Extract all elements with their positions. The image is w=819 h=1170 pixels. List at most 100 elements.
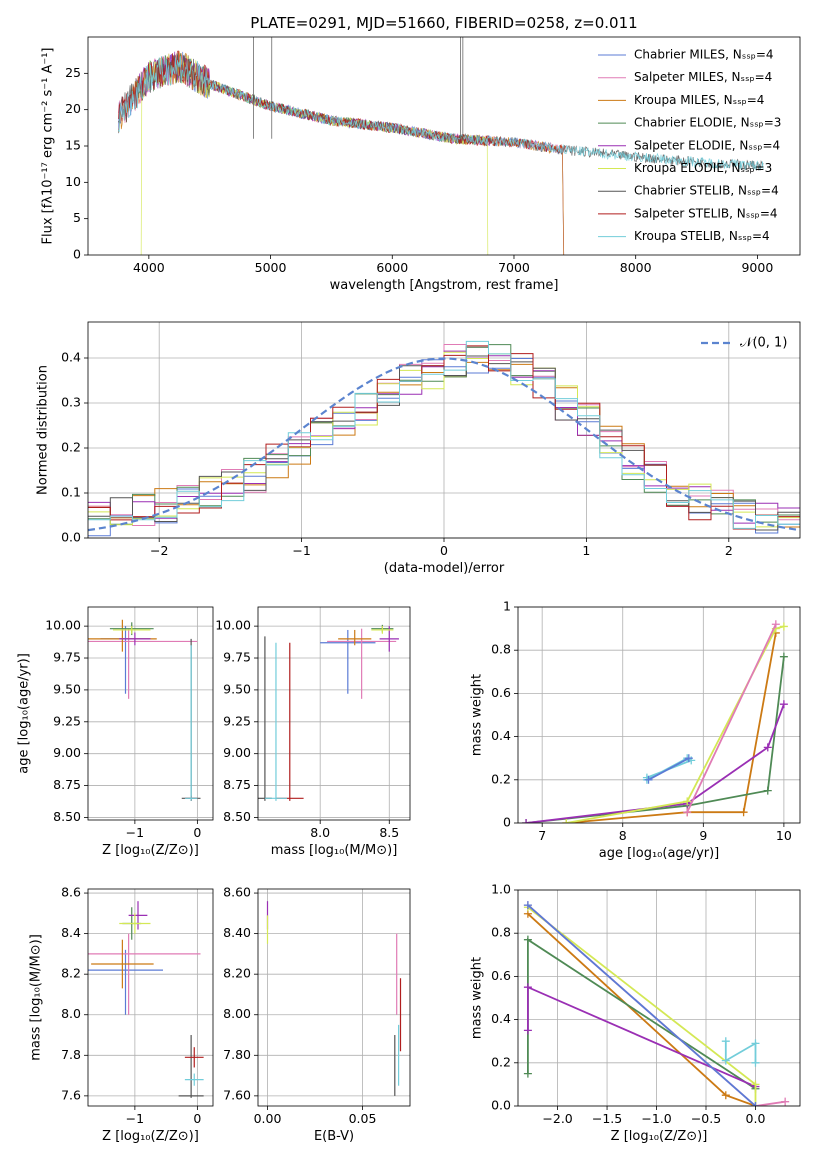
marker bbox=[763, 743, 772, 752]
y-tick-label: 9.25 bbox=[223, 713, 251, 728]
plot-frame bbox=[517, 606, 801, 824]
y-axis-label: mass [log₁₀(M/M⊙)] bbox=[29, 934, 44, 1061]
y-tick-label: 0 bbox=[73, 247, 81, 262]
y-tick-label: 0.0 bbox=[61, 530, 81, 545]
panel-7: 0.00 0.05 7.60 7.80 8.00 8.20 8.40 8.60 E(B-V) bbox=[223, 885, 411, 1144]
y-tick-label: 8.60 bbox=[223, 885, 251, 900]
marker bbox=[644, 775, 653, 784]
y-tick-label: 0.8 bbox=[491, 925, 511, 940]
plot-area bbox=[88, 619, 201, 801]
panel-5: 7 8 9 10 0 0.2 0.4 0.6 0.8 1 age [log₁₀(age/yr)] ma… bbox=[470, 599, 801, 861]
legend-label: Chabrier ELODIE, Nₛₛₚ=3 bbox=[634, 116, 781, 130]
x-tick-label: 1 bbox=[582, 543, 590, 558]
mass-weight-line bbox=[648, 757, 690, 781]
legend-label: 𝒩(0, 1) bbox=[740, 336, 787, 351]
marker bbox=[721, 1056, 730, 1065]
y-tick-label: 0.6 bbox=[491, 685, 511, 700]
x-tick-label: 8.0 bbox=[310, 825, 330, 840]
y-tick-label: 8.2 bbox=[61, 966, 81, 981]
grid bbox=[518, 606, 800, 824]
mass-weight-line bbox=[527, 985, 756, 1088]
plot-frame bbox=[87, 321, 801, 539]
plot-area bbox=[88, 901, 204, 1098]
histogram-step bbox=[88, 345, 800, 530]
mass-weight-line bbox=[527, 913, 756, 1106]
marker bbox=[751, 1058, 760, 1067]
x-tick-label: 8000 bbox=[620, 260, 652, 275]
x-tick-label: −1 bbox=[126, 1111, 144, 1126]
y-tick-label: 5 bbox=[73, 210, 81, 225]
panel-8: −2.0 −1.5 −1.0 −0.5 0.0 0.0 0.2 0.4 0.6 0.8 1.0 Z [… bbox=[470, 882, 801, 1144]
y-tick-label: 0.4 bbox=[491, 728, 511, 743]
plot-frame bbox=[517, 889, 801, 1107]
x-tick-label: −1 bbox=[126, 825, 144, 840]
x-tick-label: 10 bbox=[776, 828, 792, 843]
marker bbox=[683, 797, 692, 806]
legend-label: Salpeter STELIB, Nₛₛₚ=4 bbox=[634, 206, 778, 220]
mass-weight-line bbox=[527, 904, 757, 1106]
legend-label: Kroupa MILES, Nₛₛₚ=4 bbox=[634, 93, 764, 107]
marker bbox=[779, 700, 788, 709]
grid bbox=[258, 889, 410, 1106]
y-tick-label: 0.2 bbox=[491, 771, 511, 786]
x-axis-label: wavelength [Angstrom, rest frame] bbox=[330, 278, 559, 293]
mass-weight-line bbox=[527, 938, 756, 1090]
y-axis-label: age [log₁₀(age/yr)] bbox=[17, 653, 32, 774]
y-tick-label: 0.3 bbox=[61, 395, 81, 410]
marker bbox=[523, 1069, 532, 1078]
x-tick-label: 0 bbox=[440, 543, 448, 558]
plot-area bbox=[118, 37, 764, 255]
marker bbox=[751, 1080, 760, 1089]
marker bbox=[522, 819, 531, 823]
marker bbox=[779, 622, 788, 631]
y-tick-label: 8.6 bbox=[61, 885, 81, 900]
plot-frame bbox=[257, 888, 411, 1107]
marker bbox=[523, 1026, 532, 1035]
y-tick-label: 10 bbox=[65, 174, 81, 189]
marker bbox=[781, 1097, 790, 1106]
plot-frame bbox=[257, 606, 411, 821]
y-tick-label: 25 bbox=[65, 65, 81, 80]
y-tick-label: 9.75 bbox=[223, 650, 251, 665]
y-axis-label: mass weight bbox=[470, 674, 485, 756]
x-tick-label: 0.0 bbox=[746, 1111, 766, 1126]
panel-2: −2 −1 0 1 2 0.0 0.1 0.2 0.3 0.4 (data-model)/error… bbox=[36, 321, 801, 576]
x-tick-label: −2 bbox=[150, 543, 168, 558]
legend-label: Kroupa ELODIE, Nₛₛₚ=3 bbox=[634, 161, 772, 175]
marker bbox=[683, 808, 692, 817]
x-axis-label: mass [log₁₀(M/M⊙)] bbox=[271, 843, 398, 858]
x-tick-label: −0.5 bbox=[691, 1111, 721, 1126]
x-axis-label: E(B-V) bbox=[314, 1129, 354, 1144]
x-tick-label: 0 bbox=[193, 1111, 201, 1126]
y-tick-label: 1.0 bbox=[491, 882, 511, 897]
y-axis-label: Normed distribution bbox=[36, 365, 51, 495]
panel-6: −1 0 7.6 7.8 8.0 8.2 8.4 8.6 Z [log₁₀(Z/Z⊙)] mass… bbox=[29, 885, 214, 1144]
y-tick-label: 10.00 bbox=[45, 618, 81, 633]
plot-frame bbox=[87, 36, 801, 256]
x-tick-label: 7000 bbox=[498, 260, 530, 275]
y-tick-label: 8.00 bbox=[223, 1006, 251, 1021]
y-tick-label: 1 bbox=[503, 599, 511, 614]
panel-4: 8.0 8.5 8.50 8.75 9.00 9.25 9.50 9.75 10.00 mass … bbox=[215, 606, 411, 858]
plot-area bbox=[258, 624, 399, 801]
grid bbox=[518, 889, 800, 1107]
x-axis-label: Z [log₁₀(Z/Z⊙)] bbox=[611, 1129, 708, 1144]
y-tick-label: 7.8 bbox=[61, 1047, 81, 1062]
marker bbox=[523, 901, 532, 910]
y-tick-label: 9.50 bbox=[223, 681, 251, 696]
panel-1: 4000 5000 6000 7000 8000 9000 0 5 10 15 20 25 PLATE=… bbox=[41, 14, 801, 293]
panel-3: −1 0 8.50 8.75 9.00 9.25 9.50 9.75 10.00 Z [log₁₀… bbox=[17, 606, 214, 858]
y-tick-label: 0.8 bbox=[491, 642, 511, 657]
x-tick-label: 4000 bbox=[133, 260, 165, 275]
y-tick-label: 7.60 bbox=[223, 1087, 251, 1102]
y-tick-label: 8.50 bbox=[223, 809, 251, 824]
y-tick-label: 8.75 bbox=[223, 777, 251, 792]
legend-label: Chabrier MILES, Nₛₛₚ=4 bbox=[634, 48, 774, 62]
spectrum-line bbox=[118, 53, 565, 255]
marker bbox=[721, 1091, 730, 1100]
y-tick-label: 9.00 bbox=[53, 745, 81, 760]
spectrum-line bbox=[118, 56, 764, 171]
y-tick-label: 8.40 bbox=[223, 925, 251, 940]
y-tick-label: 9.00 bbox=[223, 745, 251, 760]
